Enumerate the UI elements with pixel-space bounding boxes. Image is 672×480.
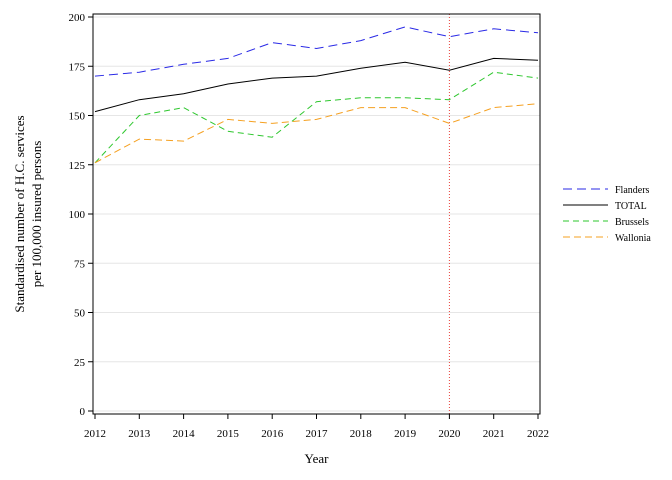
y-tick-label: 100 [69,209,86,221]
x-tick-label: 2019 [394,428,417,440]
x-tick-label: 2022 [527,428,549,440]
x-tick-label: 2020 [438,428,461,440]
y-tick-label: 25 [74,357,86,369]
legend-label-wallonia: Wallonia [615,233,651,244]
y-axis-title-line-2: per 100,000 insured persons [29,141,44,288]
series-lines [94,26,539,164]
y-tick-label: 75 [74,258,86,270]
legend-label-total: TOTAL [615,201,647,212]
y-tick-label: 0 [80,406,86,418]
grid-lines [93,16,540,412]
x-tick-label: 2014 [173,428,196,440]
y-tick-label: 200 [69,12,86,24]
legend: Flanders TOTAL Brussels Wallonia [563,185,651,244]
x-tick-label: 2021 [483,428,505,440]
y-axis: 0 25 50 75 100 125 150 175 200 [69,12,93,418]
series-line-flanders [94,26,539,77]
series-line-total [94,57,539,113]
y-tick-label: 50 [74,308,86,320]
x-axis: 2012 2013 2014 2015 2016 2017 2018 2019 2020 2021… [84,414,549,440]
y-axis-title-line-1: Standardised number of H.C. services [12,115,27,312]
x-axis-title: Year [305,451,330,466]
x-tick-label: 2012 [84,428,106,440]
legend-label-brussels: Brussels [615,217,649,228]
x-tick-label: 2015 [217,428,240,440]
y-axis-title: Standardised number of H.C. services per… [12,115,44,312]
y-tick-label: 150 [69,111,86,123]
y-tick-label: 175 [69,61,86,73]
x-tick-label: 2018 [350,428,373,440]
x-tick-label: 2017 [306,428,329,440]
y-tick-label: 125 [69,160,86,172]
x-tick-label: 2016 [261,428,284,440]
series-line-wallonia [94,103,539,164]
x-tick-label: 2013 [128,428,151,440]
legend-label-flanders: Flanders [615,185,650,196]
series-line-brussels [94,71,539,164]
